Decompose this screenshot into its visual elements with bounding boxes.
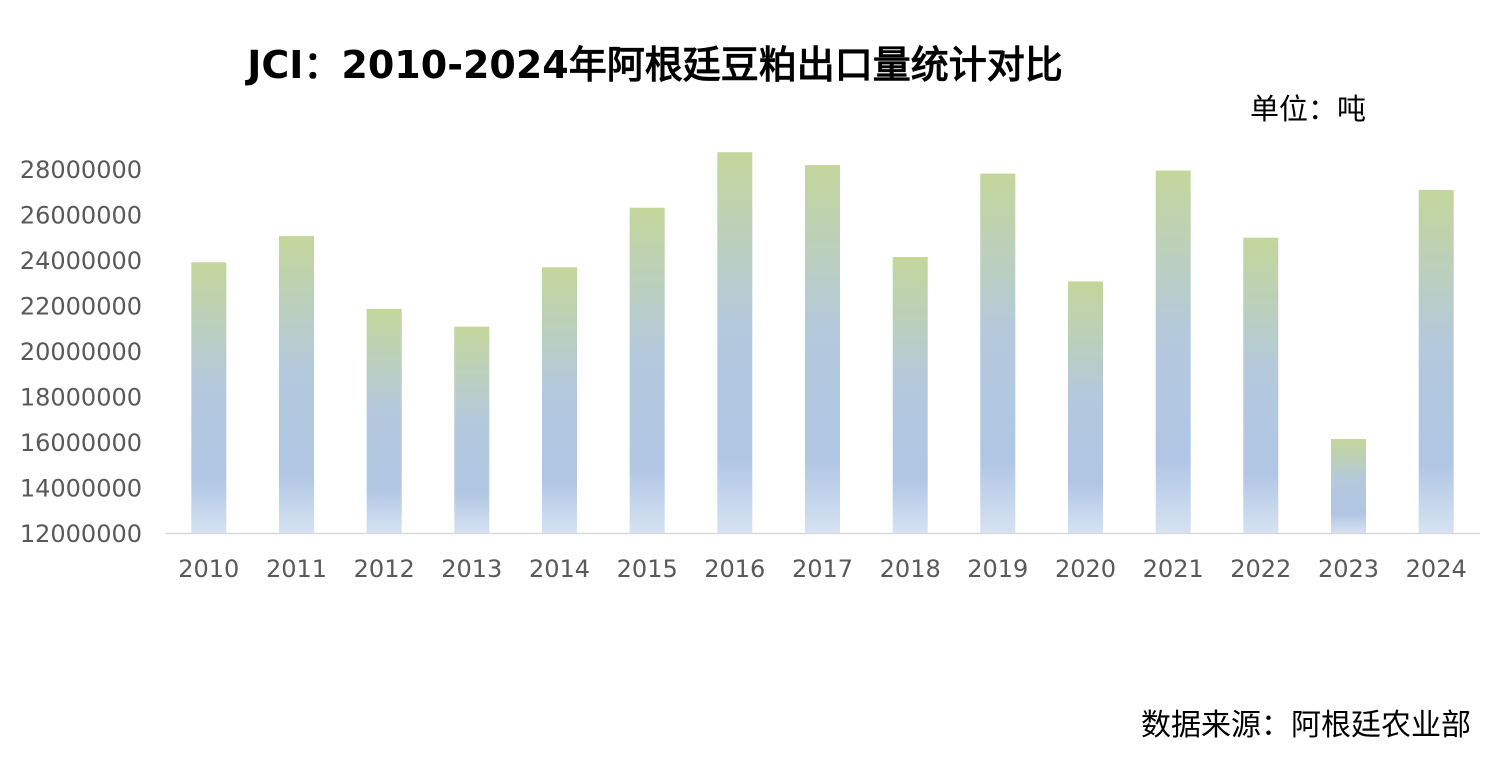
y-tick-label: 12000000 (20, 520, 142, 548)
x-tick-label: 2015 (617, 555, 678, 583)
bar-2019 (980, 173, 1016, 533)
x-tick-label: 2013 (441, 555, 502, 583)
x-tick-label: 2023 (1318, 555, 1379, 583)
x-tick-label: 2017 (792, 555, 853, 583)
source-note: 数据来源：阿根廷农业部 (1141, 708, 1471, 743)
bar-2020 (1068, 281, 1103, 533)
x-tick-label: 2012 (354, 555, 415, 583)
bar-2023 (1331, 439, 1366, 533)
y-axis-ticks: 12000000 14000000 16000000 18000000 20000000… (20, 156, 142, 548)
x-tick-label: 2019 (967, 555, 1028, 583)
y-tick-label: 20000000 (20, 338, 142, 366)
x-tick-label: 2022 (1230, 555, 1291, 583)
y-tick-label: 22000000 (20, 293, 142, 321)
bar-series (191, 152, 1454, 533)
bar-2013 (454, 326, 490, 533)
bar-2012 (366, 308, 402, 533)
bar-2011 (279, 236, 314, 533)
y-tick-label: 28000000 (20, 156, 142, 184)
x-tick-label: 2020 (1055, 555, 1116, 583)
y-tick-label: 16000000 (20, 429, 142, 457)
x-tick-label: 2014 (529, 555, 590, 583)
bar-2015 (629, 207, 665, 533)
bar-2022 (1243, 237, 1279, 533)
bar-2017 (805, 165, 840, 533)
x-tick-label: 2010 (178, 555, 239, 583)
chart-title: JCI：2010-2024年阿根廷豆粕出口量统计对比 (247, 43, 1063, 87)
bar-2014 (542, 267, 577, 533)
x-tick-label: 2016 (704, 555, 765, 583)
x-tick-label: 2011 (266, 555, 327, 583)
x-tick-label: 2021 (1143, 555, 1204, 583)
x-tick-label: 2024 (1406, 555, 1467, 583)
bar-2016 (717, 152, 753, 533)
bar-2010 (191, 262, 227, 533)
bar-2018 (892, 257, 928, 533)
y-tick-label: 14000000 (20, 475, 142, 503)
y-tick-label: 24000000 (20, 247, 142, 275)
x-axis-ticks: 2010 2011 2012 2013 2014 2015 2016 2017 2018 2019… (178, 555, 1466, 583)
x-tick-label: 2018 (880, 555, 941, 583)
unit-label: 单位：吨 (1250, 92, 1367, 126)
y-tick-label: 18000000 (20, 384, 142, 412)
bar-2024 (1418, 189, 1454, 533)
bar-2021 (1155, 170, 1191, 533)
y-tick-label: 26000000 (20, 202, 142, 230)
